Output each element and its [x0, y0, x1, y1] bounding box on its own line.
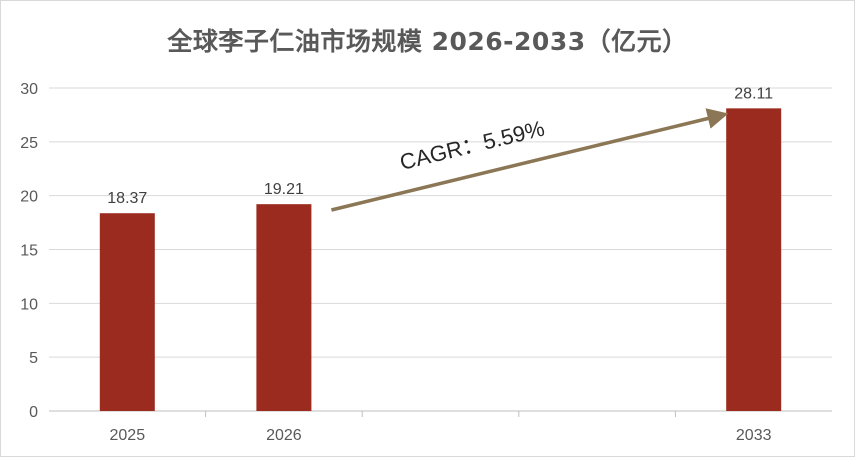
- y-tick-label: 20: [20, 189, 38, 206]
- x-axis-ticks: 2025 2026 2033: [110, 427, 772, 444]
- data-labels: 18.37 19.21 28.11: [107, 85, 773, 207]
- x-tick-label: 2026: [266, 427, 302, 444]
- cagr-arrow: [330, 108, 729, 212]
- cagr-label: CAGR：5.59%: [397, 116, 547, 175]
- bar: [256, 204, 312, 411]
- chart-title: 全球李子仁油市场规模 2026-2033（亿元）: [167, 27, 688, 56]
- y-tick-label: 10: [20, 296, 38, 313]
- y-tick-label: 5: [29, 350, 38, 367]
- y-tick-label: 30: [20, 81, 38, 98]
- y-tick-label: 25: [20, 135, 38, 152]
- bars: [99, 108, 782, 411]
- gridlines: [49, 87, 832, 417]
- data-label: 19.21: [264, 181, 304, 198]
- y-tick-label: 0: [29, 404, 38, 421]
- data-label: 28.11: [734, 85, 773, 102]
- bar: [726, 108, 782, 411]
- data-label: 18.37: [107, 190, 147, 207]
- y-axis-ticks: 0 5 10 15 20 25 30: [20, 81, 38, 421]
- x-tick-label: 2033: [736, 427, 772, 444]
- y-tick-label: 15: [20, 243, 38, 260]
- x-tick-label: 2025: [110, 427, 146, 444]
- bar: [99, 213, 155, 411]
